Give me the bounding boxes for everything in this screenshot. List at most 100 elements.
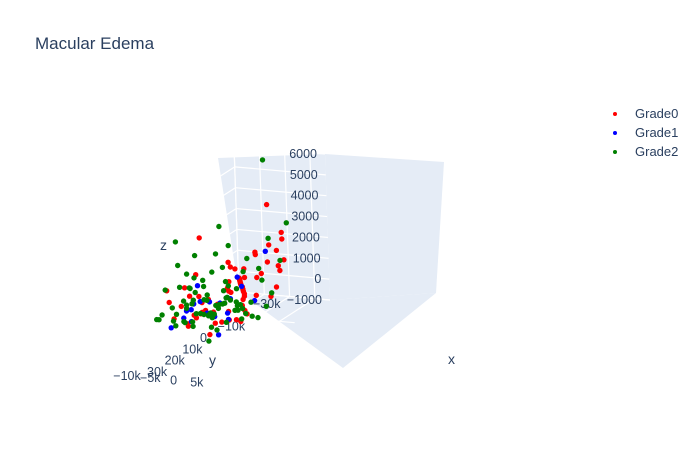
data-point-grade2[interactable] bbox=[283, 220, 289, 226]
data-point-grade2[interactable] bbox=[200, 277, 206, 283]
data-point-grade2[interactable] bbox=[220, 288, 227, 294]
data-point-grade0[interactable] bbox=[278, 229, 284, 236]
data-point-grade2[interactable] bbox=[175, 262, 181, 269]
data-point-grade0[interactable] bbox=[225, 259, 231, 265]
data-point-grade2[interactable] bbox=[193, 311, 199, 317]
data-point-grade2[interactable] bbox=[201, 311, 207, 318]
data-point-grade0[interactable] bbox=[178, 303, 184, 310]
data-point-grade2[interactable] bbox=[243, 310, 249, 317]
data-point-grade2[interactable] bbox=[225, 283, 231, 289]
data-point-grade2[interactable] bbox=[180, 298, 187, 304]
data-point-grade2[interactable] bbox=[181, 318, 187, 325]
data-point-grade2[interactable] bbox=[256, 265, 262, 272]
data-point-grade0[interactable] bbox=[212, 320, 218, 326]
data-point-grade1[interactable] bbox=[238, 283, 245, 289]
data-point-grade2[interactable] bbox=[224, 294, 230, 300]
legend-item-grade1[interactable]: Grade1 bbox=[605, 123, 697, 142]
data-point-grade2[interactable] bbox=[234, 303, 241, 309]
legend-item-grade0[interactable]: Grade0 bbox=[605, 104, 697, 123]
data-point-grade2[interactable] bbox=[187, 285, 193, 292]
data-point-grade2[interactable] bbox=[208, 324, 215, 330]
data-point-grade2[interactable] bbox=[269, 290, 275, 296]
data-point-grade1[interactable] bbox=[224, 310, 231, 316]
data-point-grade2[interactable] bbox=[173, 323, 179, 329]
data-point-grade1[interactable] bbox=[215, 332, 222, 338]
data-point-grade2[interactable] bbox=[223, 319, 230, 325]
data-point-grade2[interactable] bbox=[190, 323, 196, 330]
data-point-grade2[interactable] bbox=[170, 318, 177, 324]
data-point-grade2[interactable] bbox=[154, 316, 160, 323]
data-point-grade2[interactable] bbox=[173, 311, 180, 317]
data-point-grade2[interactable] bbox=[244, 255, 250, 262]
data-point-grade0[interactable] bbox=[227, 264, 233, 270]
data-point-grade0[interactable] bbox=[264, 259, 271, 265]
data-point-grade2[interactable] bbox=[248, 299, 254, 305]
data-point-grade0[interactable] bbox=[241, 274, 248, 281]
data-point-grade2[interactable] bbox=[239, 316, 245, 322]
data-point-grade0[interactable] bbox=[273, 284, 280, 290]
data-point-grade2[interactable] bbox=[191, 275, 197, 281]
data-point-grade1[interactable] bbox=[262, 248, 268, 254]
data-point-grade2[interactable] bbox=[277, 257, 283, 264]
data-point-grade2[interactable] bbox=[259, 277, 265, 283]
data-point-grade2[interactable] bbox=[255, 314, 261, 321]
data-point-grade2[interactable] bbox=[206, 338, 212, 344]
data-point-grade2[interactable] bbox=[259, 157, 266, 163]
data-point-grade2[interactable] bbox=[190, 297, 196, 303]
data-point-grade0[interactable] bbox=[232, 266, 238, 272]
data-point-grade2[interactable] bbox=[204, 297, 210, 303]
data-point-grade0[interactable] bbox=[186, 293, 193, 299]
data-point-grade0[interactable] bbox=[273, 247, 280, 254]
data-point-grade2[interactable] bbox=[225, 242, 231, 249]
data-point-grade0[interactable] bbox=[228, 289, 234, 296]
data-point-grade2[interactable] bbox=[192, 289, 198, 296]
data-point-grade2[interactable] bbox=[206, 311, 212, 318]
data-point-grade2[interactable] bbox=[240, 268, 246, 275]
data-point-grade0[interactable] bbox=[258, 270, 264, 277]
data-point-grade0[interactable] bbox=[266, 242, 272, 248]
data-point-grade0[interactable] bbox=[196, 293, 202, 300]
data-point-grade0[interactable] bbox=[181, 285, 188, 291]
data-point-grade2[interactable] bbox=[189, 319, 196, 325]
data-point-grade2[interactable] bbox=[249, 313, 255, 319]
data-point-grade2[interactable] bbox=[200, 283, 207, 290]
data-point-grade2[interactable] bbox=[216, 301, 222, 308]
data-point-grade2[interactable] bbox=[183, 271, 190, 277]
data-point-grade2[interactable] bbox=[183, 305, 190, 312]
data-point-grade0[interactable] bbox=[254, 274, 260, 281]
data-point-grade0[interactable] bbox=[263, 201, 270, 208]
data-point-grade0[interactable] bbox=[219, 319, 225, 325]
data-point-grade0[interactable] bbox=[240, 296, 246, 303]
data-point-grade2[interactable] bbox=[172, 239, 179, 245]
data-point-grade0[interactable] bbox=[277, 267, 283, 274]
data-point-grade0[interactable] bbox=[207, 331, 213, 338]
data-point-grade2[interactable] bbox=[209, 269, 215, 275]
data-point-grade2[interactable] bbox=[214, 327, 220, 333]
data-point-grade2[interactable] bbox=[233, 286, 240, 292]
data-point-grade0[interactable] bbox=[279, 236, 285, 242]
data-point-grade0[interactable] bbox=[196, 235, 202, 241]
data-point-grade0[interactable] bbox=[252, 249, 258, 255]
data-point-grade1[interactable] bbox=[168, 325, 174, 331]
data-point-grade2[interactable] bbox=[235, 307, 241, 313]
data-point-grade2[interactable] bbox=[222, 278, 229, 285]
legend-item-grade2[interactable]: Grade2 bbox=[605, 142, 697, 161]
data-point-grade1[interactable] bbox=[194, 283, 201, 289]
data-point-grade2[interactable] bbox=[265, 235, 271, 241]
data-point-grade2[interactable] bbox=[169, 305, 175, 311]
data-point-grade2[interactable] bbox=[263, 303, 269, 309]
data-point-grade2[interactable] bbox=[162, 287, 168, 293]
data-point-grade2[interactable] bbox=[176, 284, 183, 290]
data-point-grade1[interactable] bbox=[188, 307, 194, 313]
data-point-grade0[interactable] bbox=[166, 299, 172, 306]
data-point-grade2[interactable] bbox=[191, 252, 198, 259]
data-point-grade2[interactable] bbox=[216, 223, 222, 230]
data-point-grade0[interactable] bbox=[275, 263, 281, 269]
data-point-grade2[interactable] bbox=[204, 292, 210, 298]
data-point-grade2[interactable] bbox=[211, 311, 217, 317]
data-point-grade0[interactable] bbox=[233, 317, 240, 323]
data-point-grade0[interactable] bbox=[253, 292, 259, 298]
data-point-grade2[interactable] bbox=[212, 251, 219, 257]
data-point-grade1[interactable] bbox=[234, 274, 240, 280]
